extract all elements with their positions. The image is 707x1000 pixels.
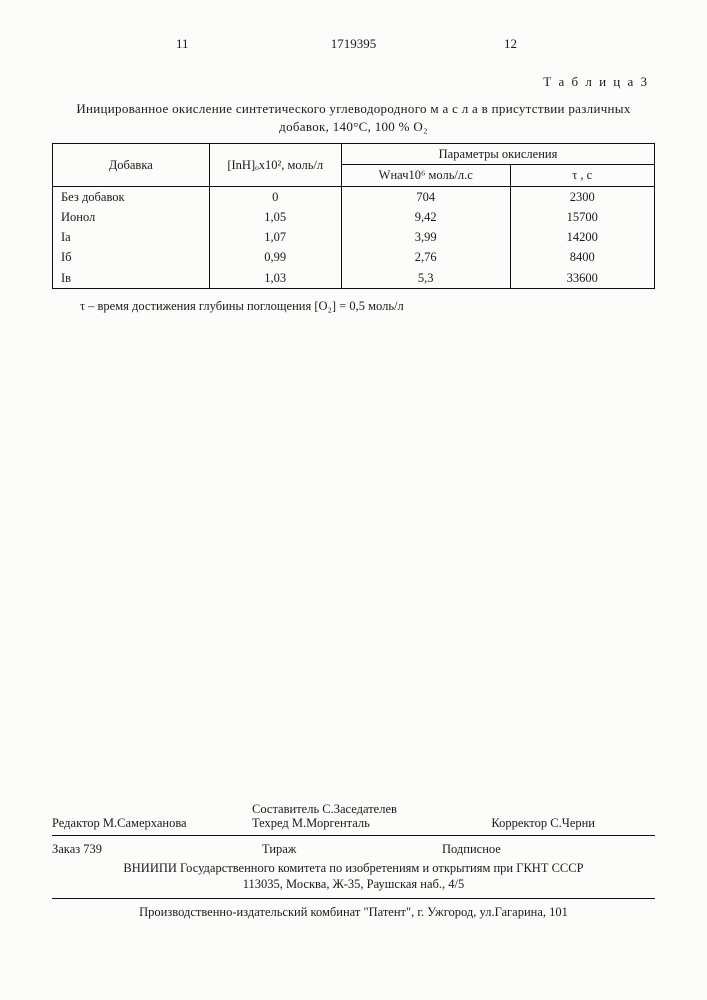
table-row: Iб 0,99 2,76 8400 <box>53 247 655 267</box>
cell-label: Без добавок <box>53 186 210 207</box>
cell-tau: 2300 <box>510 186 655 207</box>
cell-inh: 1,05 <box>209 207 341 227</box>
imprint-line-2: 113035, Москва, Ж-35, Раушская наб., 4/5 <box>52 876 655 892</box>
subscription-label: Подписное <box>442 842 501 857</box>
cell-inh: 1,03 <box>209 268 341 289</box>
tirazh-label: Тираж <box>262 842 296 857</box>
cell-w: 704 <box>341 186 510 207</box>
order-line: Заказ 739 Тираж Подписное <box>52 842 655 858</box>
table-row: Iа 1,07 3,99 14200 <box>53 227 655 247</box>
divider <box>52 898 655 899</box>
table-number-label: Т а б л и ц а 3 <box>52 74 649 90</box>
cell-tau: 33600 <box>510 268 655 289</box>
cell-label: Iв <box>53 268 210 289</box>
cell-w: 9,42 <box>341 207 510 227</box>
oxidation-table: Добавка [InH]ₒx10², моль/л Параметры оки… <box>52 143 655 289</box>
compiler-credit: Составитель С.Заседателев <box>252 802 397 817</box>
table-row: Ионол 1,05 9,42 15700 <box>53 207 655 227</box>
cell-inh: 0,99 <box>209 247 341 267</box>
order-number: Заказ 739 <box>52 842 102 857</box>
cell-tau: 14200 <box>510 227 655 247</box>
cell-w: 3,99 <box>341 227 510 247</box>
cell-tau: 8400 <box>510 247 655 267</box>
table-footnote: τ – время достижения глубины поглощения … <box>80 299 655 314</box>
cell-label: Iб <box>53 247 210 267</box>
footer-block: Редактор М.Самерханова Составитель С.Зас… <box>52 797 655 921</box>
page-header: 11 1719395 12 <box>52 36 655 56</box>
cell-w: 5,3 <box>341 268 510 289</box>
table-header-row-1: Добавка [InH]ₒx10², моль/л Параметры оки… <box>53 144 655 165</box>
patent-page: 11 1719395 12 Т а б л и ц а 3 Иницирован… <box>0 0 707 1000</box>
cell-inh: 1,07 <box>209 227 341 247</box>
credits-row: Редактор М.Самерханова Составитель С.Зас… <box>52 797 655 836</box>
cell-tau: 15700 <box>510 207 655 227</box>
th-inh: [InH]ₒx10², моль/л <box>209 144 341 187</box>
table-caption: Иницированное окисление синтетического у… <box>60 100 647 135</box>
tech-credit: Техред М.Моргенталь <box>252 816 370 831</box>
producer-line: Производственно-издательский комбинат "П… <box>52 905 655 920</box>
th-params: Параметры окисления <box>341 144 654 165</box>
cell-w: 2,76 <box>341 247 510 267</box>
table-row: Iв 1,03 5,3 33600 <box>53 268 655 289</box>
imprint: ВНИИПИ Государственного комитета по изоб… <box>52 860 655 893</box>
imprint-line-1: ВНИИПИ Государственного комитета по изоб… <box>52 860 655 876</box>
editor-credit: Редактор М.Самерханова <box>52 816 187 831</box>
corrector-credit: Корректор С.Черни <box>491 816 595 831</box>
cell-inh: 0 <box>209 186 341 207</box>
table-row: Без добавок 0 704 2300 <box>53 186 655 207</box>
cell-label: Ионол <box>53 207 210 227</box>
th-tau: τ , с <box>510 165 655 186</box>
header-patent-number: 1719395 <box>52 36 655 52</box>
th-additive: Добавка <box>53 144 210 187</box>
th-w: Wнач10⁶ моль/л.с <box>341 165 510 186</box>
cell-label: Iа <box>53 227 210 247</box>
header-col-right: 12 <box>504 36 517 52</box>
